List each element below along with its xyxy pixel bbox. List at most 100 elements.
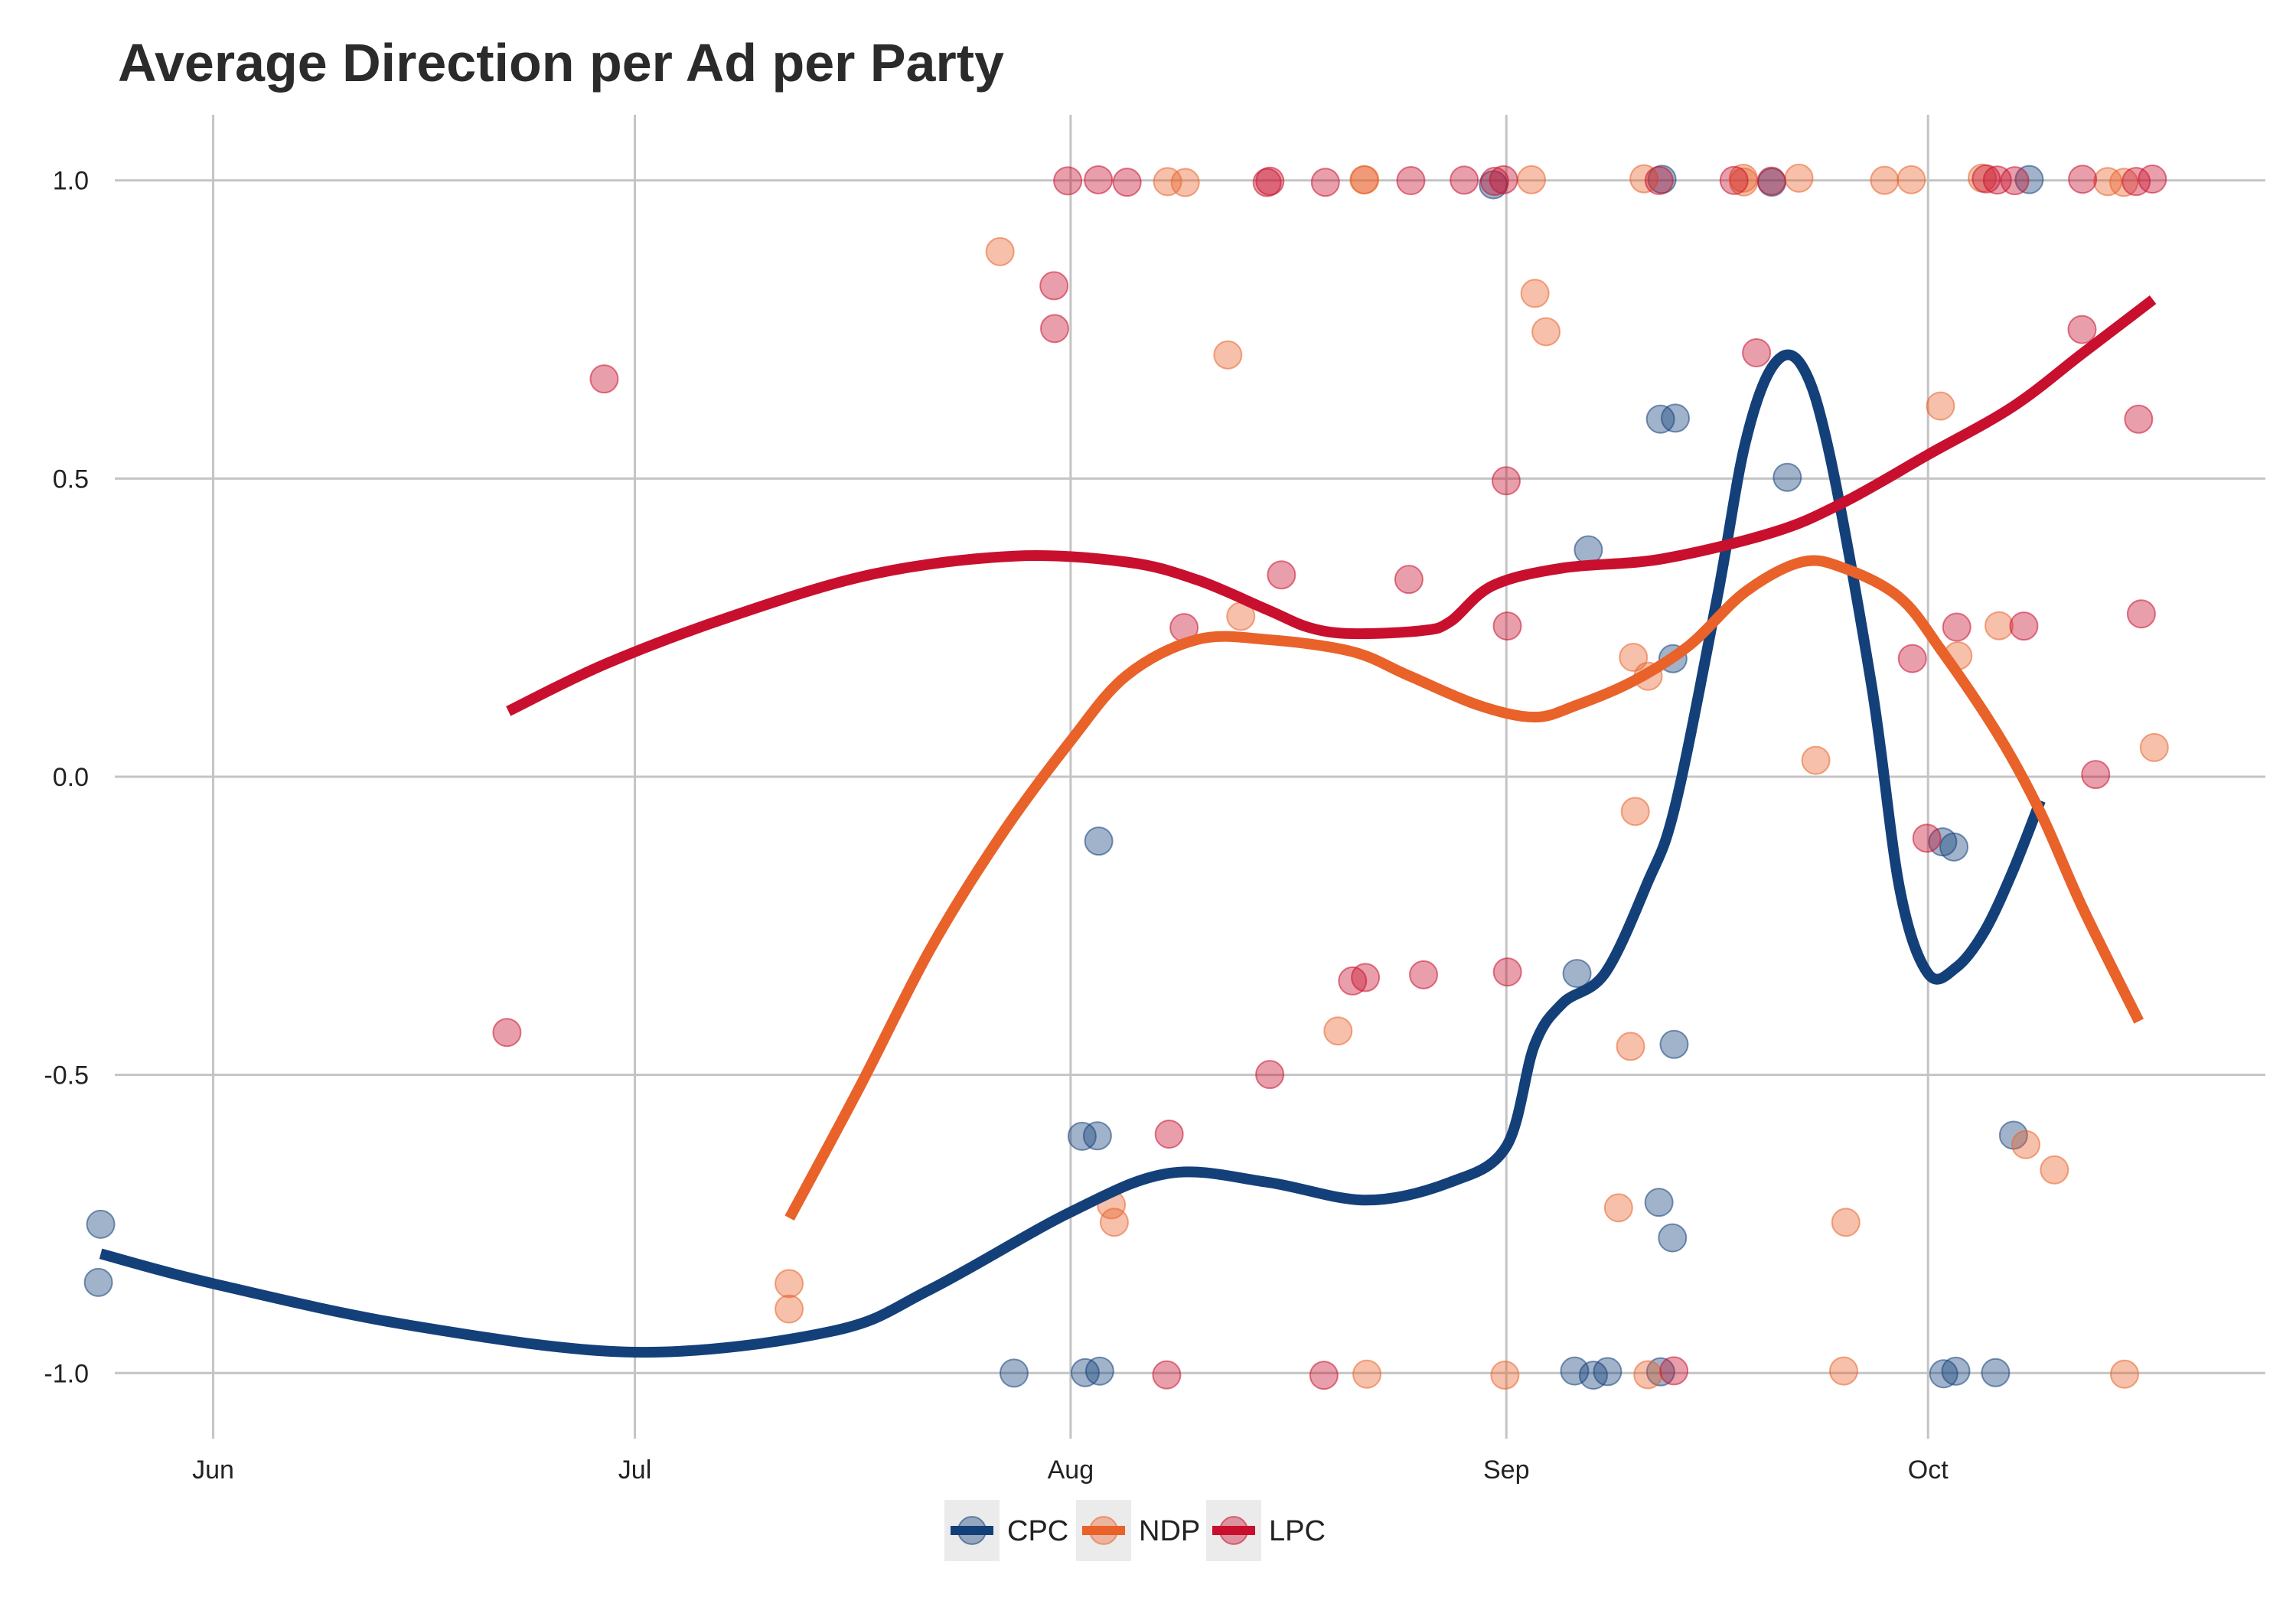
legend-item-cpc: CPC xyxy=(944,1500,1068,1561)
data-point-ndp-19 xyxy=(1616,1032,1645,1061)
chart-title: Average Direction per Ad per Party xyxy=(118,33,1004,93)
x-tick-label-oct: Oct xyxy=(1908,1455,1949,1485)
data-point-lpc-45 xyxy=(2138,165,2167,194)
data-point-ndp-39 xyxy=(2109,1359,2139,1389)
data-point-ndp-30 xyxy=(1870,165,1900,195)
data-point-ndp-9 xyxy=(1323,1016,1353,1046)
data-point-cpc-9 xyxy=(1562,959,1592,989)
data-point-ndp-41 xyxy=(2139,732,2169,762)
data-point-ndp-35 xyxy=(1985,611,2014,641)
data-point-lpc-38 xyxy=(2009,611,2039,641)
data-point-lpc-29 xyxy=(1719,165,1749,195)
data-point-cpc-13 xyxy=(1593,1357,1623,1387)
points-ndp xyxy=(775,163,2169,1390)
legend: CPC NDP LPC xyxy=(944,1500,1326,1561)
data-point-ndp-17 xyxy=(1603,1193,1633,1223)
data-point-lpc-7 xyxy=(1154,1120,1184,1149)
data-point-lpc-44 xyxy=(2126,599,2156,629)
x-tick-label-sep: Sep xyxy=(1483,1455,1530,1485)
data-point-cpc-11 xyxy=(1578,1361,1608,1390)
data-point-lpc-21 xyxy=(1450,165,1479,195)
data-point-cpc-1 xyxy=(83,1267,113,1297)
y-tick-label-1-0: 1.0 xyxy=(53,167,89,196)
data-point-ndp-4 xyxy=(1099,1208,1129,1237)
data-point-cpc-4 xyxy=(1070,1358,1100,1387)
data-point-ndp-21 xyxy=(1629,164,1659,194)
data-point-lpc-24 xyxy=(1491,466,1521,496)
data-point-ndp-6 xyxy=(1170,168,1200,197)
data-point-lpc-34 xyxy=(1942,612,1971,642)
data-point-lpc-32 xyxy=(1897,644,1927,673)
data-point-lpc-23 xyxy=(1489,165,1518,194)
data-point-ndp-37 xyxy=(2040,1155,2069,1185)
legend-label-ndp: NDP xyxy=(1139,1515,1200,1547)
y-tick-label-0-0: 0.0 xyxy=(53,763,89,792)
data-point-ndp-26 xyxy=(1784,163,1814,193)
data-point-cpc-7 xyxy=(1084,826,1114,856)
data-point-lpc-37 xyxy=(2000,166,2030,196)
data-point-cpc-18 xyxy=(1661,403,1691,433)
gridlines xyxy=(115,115,2265,1439)
data-point-cpc-27 xyxy=(1941,1356,1971,1386)
legend-label-lpc: LPC xyxy=(1269,1515,1326,1547)
legend-item-ndp: NDP xyxy=(1076,1500,1200,1561)
data-point-lpc-12 xyxy=(1255,1060,1285,1090)
data-point-cpc-3 xyxy=(1067,1121,1097,1151)
legend-label-cpc: CPC xyxy=(1007,1515,1068,1547)
data-point-ndp-2 xyxy=(985,236,1015,266)
data-point-ndp-15 xyxy=(1520,279,1550,308)
data-point-lpc-3 xyxy=(1040,314,1070,344)
data-point-lpc-6 xyxy=(1112,168,1142,197)
data-point-lpc-1 xyxy=(589,364,619,394)
data-point-ndp-1 xyxy=(775,1294,804,1324)
data-point-ndp-25 xyxy=(1728,163,1758,193)
data-point-lpc-26 xyxy=(1492,957,1522,987)
data-point-ndp-28 xyxy=(1831,1208,1861,1237)
data-point-cpc-25 xyxy=(1929,1359,1958,1389)
x-tick-label-jul: Jul xyxy=(618,1455,651,1485)
data-point-lpc-25 xyxy=(1492,611,1522,641)
data-point-ndp-13 xyxy=(1490,1361,1520,1390)
data-point-lpc-43 xyxy=(2124,404,2154,434)
data-point-ndp-20 xyxy=(1620,797,1650,826)
data-point-ndp-16 xyxy=(1531,317,1561,347)
data-point-lpc-36 xyxy=(1982,165,2012,195)
data-point-cpc-10 xyxy=(1560,1356,1590,1386)
data-point-cpc-6 xyxy=(1084,1356,1114,1386)
y-axis-ticks: 1.0 0.5 0.0 -0.5 -1.0 xyxy=(44,167,89,1389)
data-point-cpc-14 xyxy=(1645,404,1675,434)
x-tick-label-jun: Jun xyxy=(192,1455,234,1485)
data-point-lpc-2 xyxy=(1039,271,1069,301)
data-point-lpc-40 xyxy=(2067,315,2097,344)
trend-lines xyxy=(99,295,2157,1358)
data-point-lpc-10 xyxy=(1255,166,1285,196)
data-point-cpc-20 xyxy=(1659,1029,1689,1059)
data-point-lpc-35 xyxy=(1971,164,2001,194)
data-point-lpc-4 xyxy=(1053,166,1083,196)
data-point-cpc-2 xyxy=(999,1358,1029,1388)
legend-item-lpc: LPC xyxy=(1206,1500,1326,1561)
data-point-lpc-39 xyxy=(2068,165,2098,194)
data-point-cpc-5 xyxy=(1082,1121,1112,1151)
data-point-ndp-12 xyxy=(1352,1359,1382,1389)
data-point-lpc-27 xyxy=(1644,165,1674,195)
data-point-lpc-0 xyxy=(492,1018,522,1048)
data-point-ndp-31 xyxy=(1896,165,1926,194)
data-point-lpc-33 xyxy=(1912,823,1942,853)
data-point-ndp-38 xyxy=(2093,167,2123,197)
data-point-cpc-26 xyxy=(1939,832,1969,862)
scatter-points xyxy=(83,163,2169,1390)
y-tick-label--0-5: -0.5 xyxy=(44,1061,89,1090)
data-point-ndp-14 xyxy=(1517,165,1547,194)
x-tick-label-aug: Aug xyxy=(1048,1455,1094,1485)
data-point-cpc-28 xyxy=(1981,1358,2011,1387)
data-point-lpc-11 xyxy=(1252,168,1282,197)
trend-line-lpc xyxy=(506,295,2157,716)
trend-line-ndp xyxy=(784,555,2144,1221)
data-point-ndp-27 xyxy=(1801,745,1831,775)
data-point-lpc-14 xyxy=(1310,168,1340,197)
data-point-lpc-31 xyxy=(1756,166,1786,196)
data-point-cpc-21 xyxy=(1658,1223,1688,1253)
data-point-lpc-41 xyxy=(2081,760,2111,790)
